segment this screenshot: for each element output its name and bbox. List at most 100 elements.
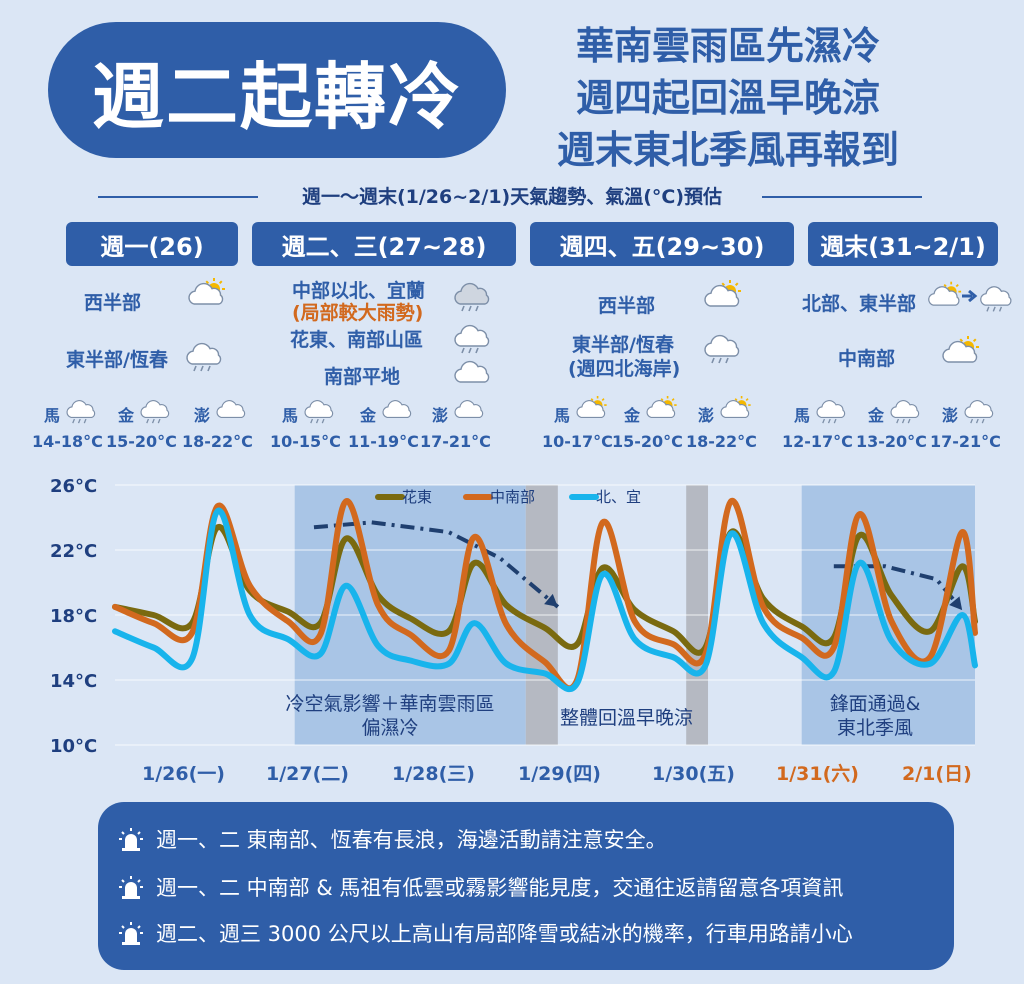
x-tick-label: 2/1(日) (902, 763, 972, 785)
arrow-right-icon (962, 290, 978, 302)
trend-arrow (313, 520, 560, 609)
annotation-line: 東北季風 (836, 717, 913, 739)
station-temp: 15-20°C (612, 432, 683, 451)
period-thu-fri: 週四、五(29~30) (530, 222, 794, 266)
legend-label: 北、宜 (596, 488, 641, 506)
note-text: 週二、週三 3000 公尺以上高山有局部降雪或結冰的機率，行車用路請小心 (156, 922, 853, 946)
x-tick-label: 1/28(三) (392, 763, 475, 785)
x-tick-label: 1/27(二) (266, 763, 349, 785)
y-tick-label: 18°C (50, 606, 98, 627)
station-temp: 10-15°C (270, 432, 341, 451)
warning-lamp-icon (119, 922, 143, 945)
period-annotation: 鋒面通過& 東北季風 (778, 692, 972, 740)
partly-cloudy-sun-icon (938, 336, 982, 370)
y-tick-label: 22°C (50, 541, 98, 562)
cloud-rain-icon (138, 396, 172, 424)
cloud-rain-icon (700, 330, 744, 364)
legend-label: 花東 (402, 488, 432, 506)
notes-panel (98, 802, 954, 970)
cloud-rain-icon (978, 280, 1014, 314)
region-note: (週四北海岸) (568, 358, 681, 380)
page-title: 週二起轉冷 (91, 54, 462, 139)
cloud-icon (450, 356, 494, 390)
period-mon: 週一(26) (66, 222, 238, 266)
station-temp: 15-20°C (106, 432, 177, 451)
x-tick-label: 1/30(五) (652, 763, 735, 785)
period-tue-wed: 週二、三(27~28) (252, 222, 516, 266)
warning-lamp-icon (119, 876, 143, 899)
x-tick-label: 1/29(四) (518, 763, 601, 785)
series-line (112, 507, 978, 693)
station-name: 金 (868, 406, 885, 425)
station-name: 金 (118, 406, 135, 425)
station-name: 馬 (554, 406, 571, 425)
station-name: 金 (360, 406, 377, 425)
subtitle-line-3: 週末東北季風再報到 (556, 128, 899, 172)
partly-cloudy-sun-icon (718, 396, 752, 424)
station-temp: 17-21°C (930, 432, 1001, 451)
station-name: 澎 (942, 406, 959, 425)
legend-label: 中南部 (490, 488, 535, 506)
region-label: 東半部/恆春 (66, 349, 168, 371)
cloud-rain-icon (64, 396, 98, 424)
title-pill (48, 22, 506, 158)
cloud-rain-icon (962, 396, 996, 424)
note-item: 週一、二 中南部 & 馬祖有低雲或霧影響能見度，交通往返請留意各項資訊 (118, 872, 843, 902)
cloud-heavy-rain-icon (450, 278, 494, 312)
station-name: 澎 (432, 406, 449, 425)
station-temp: 11-19°C (348, 432, 419, 451)
region-label: 中南部 (838, 348, 896, 370)
region-label: 中部以北、宜蘭 (292, 280, 426, 302)
trend-arrow-head (949, 596, 963, 611)
region-label: 南部平地 (324, 366, 401, 388)
station-temp: 17-21°C (420, 432, 491, 451)
note-item: 週二、週三 3000 公尺以上高山有局部降雪或結冰的機率，行車用路請小心 (118, 918, 853, 948)
station-name: 澎 (194, 406, 211, 425)
annotation-line: 鋒面通過& (829, 693, 921, 715)
cloud-icon (380, 396, 414, 424)
cloud-rain-icon (450, 320, 494, 354)
period-annotation: 冷空氣影響＋華南雲雨區 偏濕冷 (274, 692, 506, 740)
period-annotation: 整體回溫早晚涼 (560, 707, 694, 729)
station-name: 金 (624, 406, 641, 425)
station-temp: 18-22°C (686, 432, 757, 451)
x-tick-label: 1/31(六) (776, 763, 859, 785)
partly-cloudy-sun-icon (644, 396, 678, 424)
station-temp: 14-18°C (32, 432, 103, 451)
subtitle-line-2: 週四起回溫早晚涼 (575, 76, 880, 120)
partly-cloudy-sun-icon (700, 280, 744, 314)
cloud-rain-icon (888, 396, 922, 424)
region-note: (局部較大雨勢) (292, 302, 424, 324)
cloud-rain-icon (302, 396, 336, 424)
y-tick-label: 10°C (50, 736, 98, 757)
station-name: 澎 (698, 406, 715, 425)
temperature-chart: 花東 中南部 北、宜 (112, 484, 978, 746)
sun-to-rain-icon (926, 280, 1014, 314)
cloud-rain-icon (814, 396, 848, 424)
note-text: 週一、二 中南部 & 馬祖有低雲或霧影響能見度，交通往返請留意各項資訊 (156, 876, 844, 900)
warning-lamp-icon (119, 828, 143, 851)
x-tick-label: 1/26(一) (142, 763, 225, 785)
divider-right (762, 196, 922, 198)
y-tick-label: 14°C (50, 671, 98, 692)
period-weekend: 週末(31~2/1) (808, 222, 998, 266)
annotation-line: 偏濕冷 (361, 717, 419, 739)
annotation-line: 冷空氣影響＋華南雲雨區 (285, 693, 495, 715)
station-name: 馬 (282, 406, 299, 425)
subtitle-line-1: 華南雲雨區先濕冷 (575, 24, 880, 68)
cloud-icon (214, 396, 248, 424)
note-text: 週一、二 東南部、恆春有長浪，海邊活動請注意安全。 (156, 828, 667, 852)
y-tick-label: 26°C (50, 476, 98, 497)
cloud-icon (452, 396, 486, 424)
divider-left (98, 196, 258, 198)
region-label: 花東、南部山區 (290, 329, 424, 351)
partly-cloudy-sun-icon (926, 280, 962, 314)
forecast-band-title: 週一～週末(1/26~2/1)天氣趨勢、氣溫(°C)預估 (301, 186, 723, 208)
trend-arrow-head (544, 593, 558, 607)
partly-cloudy-sun-icon (184, 278, 228, 312)
note-item: 週一、二 東南部、恆春有長浪，海邊活動請注意安全。 (118, 824, 667, 854)
station-name: 馬 (44, 406, 61, 425)
region-label: 西半部 (598, 295, 656, 317)
station-name: 馬 (794, 406, 811, 425)
station-temp: 13-20°C (856, 432, 927, 451)
